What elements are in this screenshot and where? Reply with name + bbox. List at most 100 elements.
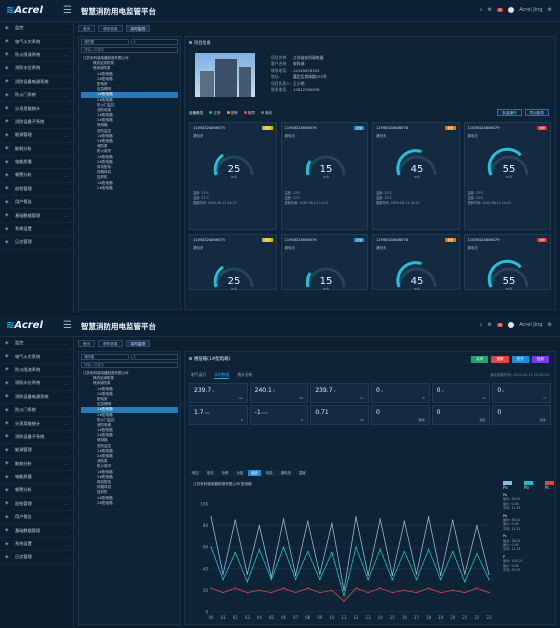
sidebar-item-9[interactable]: ◈ 能耗分析 ⌄ [0,143,73,156]
tree-node[interactable]: 防火门监控 [97,102,115,107]
sidebar-item-12[interactable]: ◈ 巡检管理 ⌄ [0,498,73,512]
sidebar-item-12[interactable]: ◈ 巡检管理 ⌄ [0,183,73,197]
sidebar-item-15[interactable]: ◈ 系统设置 ⌄ [0,538,73,552]
chart-tab-4[interactable]: 谐波 [248,470,261,476]
menu-toggle-icon[interactable]: ☰ [63,320,72,331]
project-select[interactable]: 消防楼 [81,354,129,360]
tree-node[interactable]: 喷淋消防泵 [93,66,111,71]
tree-node[interactable]: 防火卷帘 [97,149,111,154]
user-name[interactable]: Acrel Jing [519,7,543,13]
sidebar-item-15[interactable]: ◈ 系统设置 ⌄ [0,223,73,237]
device-card[interactable]: 11058324806079 故障 漏电流 55 mA 温度: 23℃ 温度: 22℃ 更新时… [463,122,551,230]
chart-tab-2[interactable]: 功率 [218,470,232,476]
sidebar-item-10[interactable]: ◈ 电能质量 ⌄ [0,471,73,485]
tab-2[interactable]: 实时监测 [125,25,150,32]
tree-node[interactable]: 排烟风机 [97,170,111,175]
device-card[interactable]: 11958324806076 正常 漏电流 15 mA 温度: 23℃ 温度: 22℃ 更新时… [280,122,368,230]
tree-node[interactable]: 2#配电箱 [97,118,113,123]
tree-node[interactable]: 消防泵 [97,144,108,149]
sidebar-item-4[interactable]: ◈ 消防设备电源系统 ⌄ [0,391,73,404]
panel-button-0[interactable]: 实时 [471,356,489,363]
sidebar-item-3[interactable]: ◈ 消防水位系统 ⌄ [0,62,73,76]
project-select[interactable]: 消防楼 [81,39,129,45]
tab-1[interactable]: 联系信息 [98,340,123,347]
tree-node[interactable]: 2#配电箱 [97,139,113,143]
tree-node[interactable]: 2#配电箱 [97,474,113,479]
sidebar-item-8[interactable]: ◈ 能源管理 ⌄ [0,444,73,458]
tree-node[interactable]: 喷淋消防泵 [93,381,111,386]
tree-node[interactable]: 消防泵 [97,459,108,464]
search-icon[interactable]: ⌕ [479,7,483,13]
device-card[interactable]: 11958324806078 报警 漏电流 45 mA [372,234,460,291]
avatar[interactable] [508,322,515,328]
panel-button-1[interactable]: 报警 [491,356,509,363]
tree-node[interactable]: 喷淋箱 [97,438,108,443]
sidebar-item-0[interactable]: ◈ 监控 ⌄ [0,337,73,351]
menu-toggle-icon[interactable]: ☰ [63,5,72,16]
tree-node[interactable]: 配电房 [97,81,108,86]
sidebar-item-7[interactable]: ◈ 消防设备子系统 ⌄ [0,431,73,445]
tab-1[interactable]: 联系信息 [98,25,123,32]
tree-node[interactable]: 2#配电箱 [97,391,113,396]
tree-node[interactable]: 配电房 [97,396,108,401]
sidebar-item-13[interactable]: ◈ 用户报告 ⌄ [0,196,73,210]
panel-button-3[interactable]: 趋势 [531,356,549,363]
sidebar-item-16[interactable]: ◈ 日志管理 ⌄ [0,236,73,250]
tree-node[interactable]: 1#配电箱 [97,71,113,76]
floor-select[interactable]: 2 [130,39,178,45]
tree-node[interactable]: 2#配电箱 [97,185,113,190]
avatar[interactable] [508,7,515,13]
settings-icon[interactable]: ⚙ [487,322,492,328]
search-icon[interactable]: ⌕ [479,322,483,328]
tree-node[interactable]: 风机配电 [97,479,111,484]
tree-node[interactable]: 消防电梯 [97,422,111,427]
tab-0[interactable]: 首页 [78,340,96,347]
sub-tab-1[interactable]: 实时数据 [214,372,230,379]
user-name[interactable]: Acrel Jing [519,322,543,328]
action-button-0[interactable]: 批量操作 [497,109,522,116]
tree-node[interactable]: 防火门监控 [97,417,115,422]
sidebar-item-11[interactable]: ◈ 報警分析 ⌄ [0,484,73,498]
tree-node[interactable]: 2#配电箱 [97,412,113,417]
tree-node[interactable]: 应急照明 [97,402,111,407]
tree-node[interactable]: 2#配电箱 [97,500,113,505]
sidebar-item-14[interactable]: ◈ 基础数据管理 ⌄ [0,524,73,538]
sidebar-item-5[interactable]: ◈ 防火门系统 ⌄ [0,404,73,418]
chart-tab-7[interactable]: 温度 [295,470,309,476]
tree-node[interactable]: 换热站消防泵 [93,61,114,66]
gear-icon[interactable]: ⚙ [547,7,552,13]
sub-tab-2[interactable]: 统计分析 [237,372,253,377]
sidebar-item-2[interactable]: ◈ 防火限流系统 ⌄ [0,49,73,63]
sidebar-item-1[interactable]: ◈ 电气火灾系统 ⌄ [0,350,73,364]
sidebar-item-10[interactable]: ◈ 电能质量 ⌄ [0,156,73,170]
tree-search-input[interactable]: 请输入关键字 [81,47,178,53]
tree-node[interactable]: 2#配电箱 [97,159,113,164]
tree-node[interactable]: 1#配电箱 [97,180,113,185]
tree-node[interactable]: 2#配电箱 [97,97,113,102]
tree-node[interactable]: 送风机 [97,490,108,495]
sidebar-item-1[interactable]: ◈ 电气火灾系统 ⌄ [0,35,73,49]
tree-node[interactable]: 1#配电箱 [97,469,113,474]
tree-node[interactable]: 1#配电箱 [81,407,178,413]
tree-node[interactable]: 1#配电箱 [97,113,113,118]
chart-tab-1[interactable]: 电流 [203,470,217,476]
tree-node[interactable]: 送风机 [97,175,108,180]
sidebar-item-8[interactable]: ◈ 能源管理 ⌄ [0,129,73,143]
device-card[interactable]: 11058324806075 报警 漏电流 25 mA 温度: 23℃ 温度: 22℃ 更新时… [189,122,277,230]
sidebar-item-13[interactable]: ◈ 用户报告 ⌄ [0,511,73,525]
sidebar-item-7[interactable]: ◈ 消防设备子系统 ⌄ [0,116,73,130]
gear-icon[interactable]: ⚙ [547,322,552,328]
tree-node[interactable]: 江苏安科瑞电器制造有限公司 [83,56,129,60]
floor-select[interactable]: 2 [130,354,178,360]
tree-node[interactable]: 江苏安科瑞电器制造有限公司 [83,371,129,375]
tab-2[interactable]: 实时监测 [125,340,150,347]
tree-node[interactable]: 消防电梯 [97,107,111,112]
sidebar-item-5[interactable]: ◈ 防火门系统 ⌄ [0,89,73,103]
panel-button-2[interactable]: 历史 [511,356,529,363]
tree-node[interactable]: 1#配电箱 [97,133,113,138]
tree-node[interactable]: 2#配电箱 [97,454,113,458]
tree-node[interactable]: 1#配电箱 [97,154,113,159]
sidebar-item-16[interactable]: ◈ 日志管理 ⌄ [0,551,73,565]
chart-tab-6[interactable]: 漏电流 [277,470,294,476]
settings-icon[interactable]: ⚙ [487,7,492,13]
